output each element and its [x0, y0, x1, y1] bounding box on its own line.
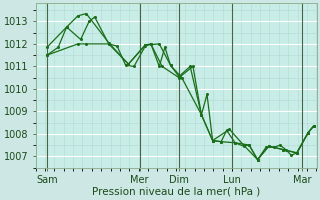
X-axis label: Pression niveau de la mer( hPa ): Pression niveau de la mer( hPa )	[92, 187, 260, 197]
